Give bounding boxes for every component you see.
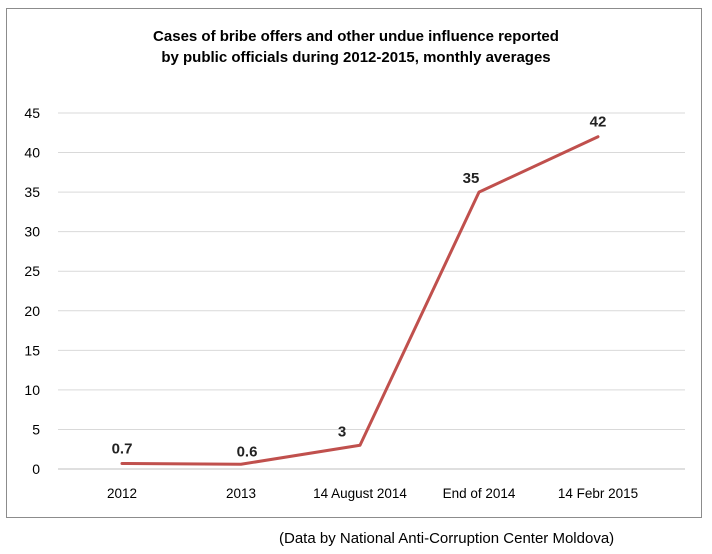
data-labels: 0.7 0.6 3 35 42 <box>112 114 607 461</box>
data-label: 0.7 <box>112 440 133 457</box>
y-tick-label: 35 <box>24 184 40 200</box>
source-note: (Data by National Anti-Corruption Center… <box>279 530 615 547</box>
gridlines <box>58 112 685 470</box>
series-line <box>120 135 600 466</box>
chart-frame <box>6 8 702 518</box>
y-tick-label: 20 <box>24 303 40 319</box>
data-label: 0.6 <box>237 443 258 460</box>
x-tick-label: 14 August 2014 <box>313 486 407 501</box>
y-tick-label: 0 <box>32 461 40 477</box>
y-axis-ticks: 0 5 10 15 20 25 30 35 40 45 <box>24 105 40 477</box>
x-tick-label: 2013 <box>226 486 256 501</box>
chart-title-line-2: by public officials during 2012-2015, mo… <box>161 49 551 66</box>
x-tick-label: 14 Febr 2015 <box>558 486 638 501</box>
y-tick-label: 45 <box>24 105 40 121</box>
data-label: 42 <box>590 114 607 131</box>
chart-title-line-1: Cases of bribe offers and other undue in… <box>153 28 559 45</box>
y-tick-label: 10 <box>24 382 40 398</box>
x-axis-ticks: 2012 2013 14 August 2014 End of 2014 14 Febr… <box>107 486 638 501</box>
x-tick-label: 2012 <box>107 486 137 501</box>
y-tick-label: 15 <box>24 342 40 358</box>
y-tick-label: 40 <box>24 145 40 161</box>
x-tick-label: End of 2014 <box>443 486 516 501</box>
y-tick-label: 5 <box>32 421 40 437</box>
series-layer <box>120 135 600 466</box>
chart-title: Cases of bribe offers and other undue in… <box>0 26 712 68</box>
y-tick-label: 25 <box>24 263 40 279</box>
data-label: 3 <box>338 423 346 440</box>
y-tick-label: 30 <box>24 224 40 240</box>
data-label: 35 <box>463 170 480 187</box>
